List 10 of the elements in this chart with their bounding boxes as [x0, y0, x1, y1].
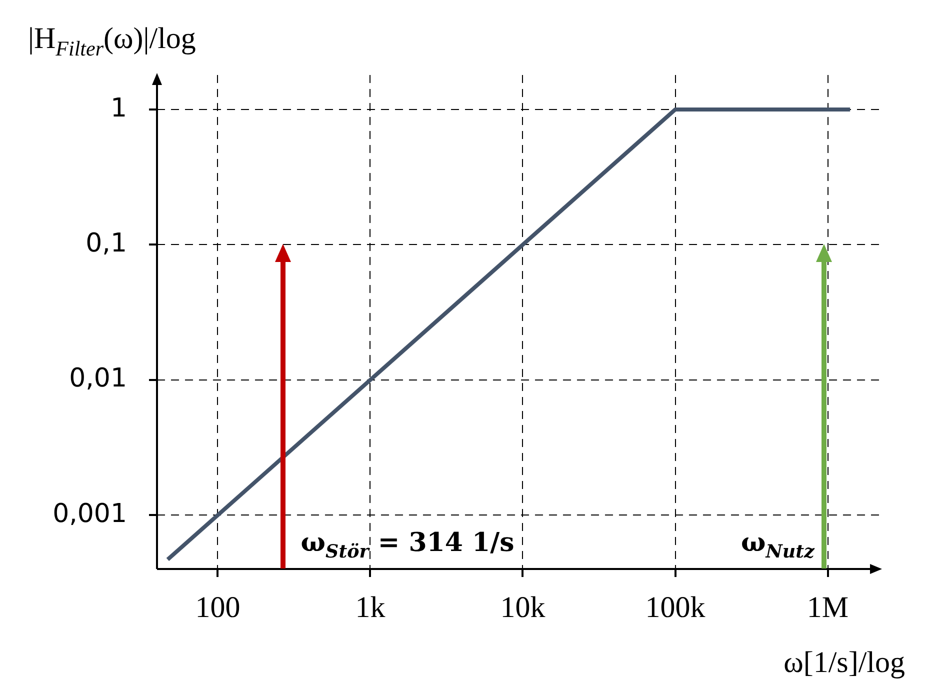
x-tick-label: 1M	[806, 590, 849, 624]
x-axis-title: ω[1/s]/log	[784, 646, 905, 679]
x-tick-label: 100k	[645, 590, 706, 624]
x-tick-label: 10k	[500, 590, 546, 624]
y-tick-label: 0,1	[86, 228, 127, 258]
x-tick-label: 100	[195, 590, 240, 624]
y-tick-label: 0,001	[52, 498, 127, 529]
y-tick-label: 0,01	[69, 364, 127, 394]
x-tick-label: 1k	[355, 590, 386, 624]
y-tick-label: 1	[110, 93, 127, 124]
